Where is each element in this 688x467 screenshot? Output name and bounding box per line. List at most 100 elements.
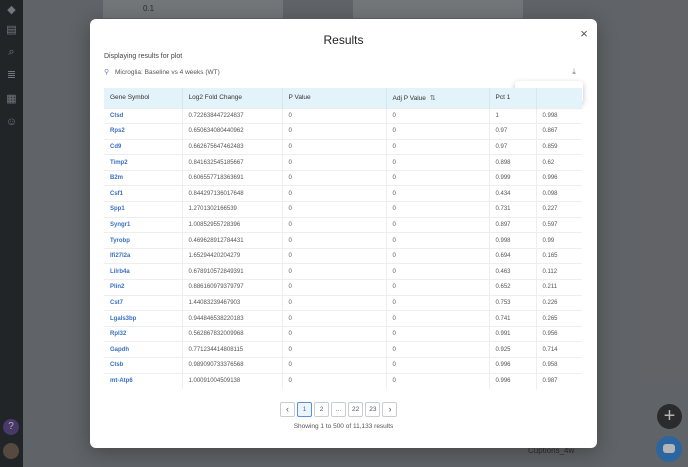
results-table-container[interactable]: Gene Symbol Log2 Fold Change P Value Adj… bbox=[104, 88, 582, 391]
gene-symbol-cell[interactable]: Rps2 bbox=[104, 123, 183, 140]
home-icon[interactable]: ◆ bbox=[7, 4, 16, 16]
pct2-cell: 0.165 bbox=[536, 247, 582, 264]
pct2-cell: 0.227 bbox=[536, 201, 582, 218]
table-row[interactable]: Spp1 1.2701302166539 0 0 0.731 0.227 bbox=[104, 201, 582, 218]
table-row[interactable]: Ctsb 0.989090733376568 0 0 0.996 0.958 bbox=[104, 357, 582, 374]
table-row[interactable]: Syngr1 1.00852955728396 0 0 0.897 0.597 bbox=[104, 216, 582, 233]
adj-p-value-cell: 0 bbox=[386, 123, 490, 140]
log2fc-cell: 0.722638447224837 bbox=[182, 107, 283, 124]
gene-symbol-cell[interactable]: B2m bbox=[104, 169, 183, 186]
table-row[interactable]: Rpl32 0.562867832009968 0 0 0.991 0.956 bbox=[104, 325, 582, 342]
log2fc-cell: 1.44083239467903 bbox=[182, 294, 283, 311]
gene-symbol-cell[interactable]: Cd9 bbox=[104, 138, 183, 155]
column-header-label: Adj P Value bbox=[392, 94, 426, 102]
table-row[interactable]: B2m 0.606557718363691 0 0 0.999 0.996 bbox=[104, 169, 582, 186]
pct2-cell: 0.62 bbox=[536, 154, 582, 171]
table-row[interactable]: Gapdh 0.771234414808115 0 0 0.925 0.714 bbox=[104, 341, 582, 358]
table-row[interactable]: Ctsd 0.722638447224837 0 0 1 0.998 bbox=[104, 107, 582, 124]
next-page-button[interactable]: › bbox=[382, 402, 398, 417]
adj-p-value-cell: 0 bbox=[386, 247, 490, 264]
chart-icon[interactable]: ▤ bbox=[6, 24, 17, 36]
p-value-cell: 0 bbox=[282, 216, 387, 233]
gene-symbol-cell[interactable]: Ctsb bbox=[104, 357, 183, 374]
table-row[interactable]: Cst7 1.44083239467903 0 0 0.753 0.226 bbox=[104, 294, 582, 311]
page-ellipsis: ... bbox=[331, 402, 346, 417]
p-value-cell: 0 bbox=[282, 123, 387, 140]
pct1-cell: 0.998 bbox=[489, 232, 537, 249]
search-icon[interactable]: ⌕ bbox=[8, 46, 15, 58]
table-row[interactable]: Rps2 0.650634080440962 0 0 0.97 0.867 bbox=[104, 123, 582, 140]
table-row[interactable]: Tyrobp 0.469628912784431 0 0 0.998 0.99 bbox=[104, 232, 582, 249]
app-sidebar: ◆ ▤ ⌕ ≣ ▦ ☺ ? bbox=[0, 0, 23, 467]
add-button[interactable]: + bbox=[657, 404, 682, 429]
column-header-p-value[interactable]: P Value bbox=[282, 88, 387, 108]
chat-icon[interactable] bbox=[656, 436, 682, 462]
gene-symbol-cell[interactable]: Gapdh bbox=[104, 341, 183, 358]
gene-symbol-cell[interactable]: Syngr1 bbox=[104, 216, 183, 233]
close-icon[interactable]: × bbox=[580, 26, 588, 41]
gene-symbol-cell[interactable]: Rpl32 bbox=[104, 325, 183, 342]
table-row[interactable]: Lgals3bp 0.944846538220183 0 0 0.741 0.265 bbox=[104, 310, 582, 327]
table-row[interactable]: Plin2 0.886160979379797 0 0 0.652 0.211 bbox=[104, 279, 582, 296]
modal-title: Results bbox=[323, 33, 364, 47]
log2fc-cell: 0.678910572849391 bbox=[182, 263, 283, 280]
grid-icon[interactable]: ▦ bbox=[6, 93, 17, 105]
log2fc-cell: 1.00091004509138 bbox=[182, 372, 283, 389]
page-button[interactable]: 23 bbox=[365, 402, 381, 417]
page-button[interactable]: 22 bbox=[348, 402, 364, 417]
prev-page-button[interactable]: ‹ bbox=[280, 402, 295, 417]
pct2-cell: 0.956 bbox=[536, 325, 582, 342]
gene-symbol-cell[interactable]: Spp1 bbox=[104, 201, 183, 218]
gene-symbol-cell[interactable]: Ctsd bbox=[104, 107, 183, 124]
gene-symbol-cell[interactable]: Tyrobp bbox=[104, 232, 183, 249]
pct2-cell: 0.226 bbox=[536, 294, 582, 311]
column-header-pct1[interactable]: Pct 1 bbox=[489, 88, 537, 108]
plot-icon: ⚲ bbox=[104, 68, 110, 76]
column-header-gene-symbol[interactable]: Gene Symbol bbox=[104, 88, 183, 108]
sort-icon[interactable]: ⇅ bbox=[429, 94, 436, 102]
p-value-cell: 0 bbox=[282, 138, 387, 155]
table-row[interactable]: Lilrb4a 0.678910572849391 0 0 0.463 0.112 bbox=[104, 263, 582, 280]
download-icon[interactable]: ⤓ bbox=[572, 67, 576, 76]
avatar[interactable] bbox=[3, 443, 19, 459]
p-value-cell: 0 bbox=[282, 325, 387, 342]
pct2-cell: 0.987 bbox=[536, 372, 582, 389]
page-button[interactable]: 2 bbox=[314, 402, 329, 417]
column-header-log2fc[interactable]: Log2 Fold Change bbox=[182, 88, 283, 108]
gene-symbol-cell[interactable]: Csf1 bbox=[104, 185, 183, 202]
gene-symbol-cell[interactable]: Lilrb4a bbox=[104, 263, 183, 280]
table-row[interactable]: mt-Atp6 1.00091004509138 0 0 0.996 0.987 bbox=[104, 372, 582, 389]
table-row[interactable]: Timp2 0.841632545185667 0 0 0.898 0.62 bbox=[104, 154, 582, 171]
users-icon[interactable]: ☺ bbox=[5, 116, 18, 128]
column-header-adj-p-value[interactable]: Adj P Value ⇅ bbox=[386, 88, 490, 108]
p-value-cell: 0 bbox=[282, 357, 387, 374]
gene-symbol-cell[interactable]: mt-Atp6 bbox=[104, 372, 183, 389]
adj-p-value-cell: 0 bbox=[386, 357, 490, 374]
adj-p-value-cell: 0 bbox=[386, 138, 490, 155]
log2fc-cell: 0.606557718363691 bbox=[182, 169, 283, 186]
table-row[interactable]: Ifi27l2a 1.65294420204279 0 0 0.694 0.165 bbox=[104, 247, 582, 264]
adj-p-value-cell: 0 bbox=[386, 294, 490, 311]
results-subtitle: Displaying results for plot bbox=[104, 53, 183, 60]
page-button[interactable]: 1 bbox=[297, 402, 312, 417]
gene-symbol-cell[interactable]: Timp2 bbox=[104, 154, 183, 171]
results-table: Gene Symbol Log2 Fold Change P Value Adj… bbox=[104, 88, 582, 389]
plot-reference: ⚲ Microglia: Baseline vs 4 weeks (WT) bbox=[104, 67, 220, 77]
help-icon[interactable]: ? bbox=[3, 419, 19, 435]
table-row[interactable]: Csf1 0.844297136017648 0 0 0.434 0.098 bbox=[104, 185, 582, 202]
gene-symbol-cell[interactable]: Ifi27l2a bbox=[104, 247, 183, 264]
column-header-pct2[interactable] bbox=[536, 88, 582, 108]
adj-p-value-cell: 0 bbox=[386, 341, 490, 358]
adj-p-value-cell: 0 bbox=[386, 216, 490, 233]
adj-p-value-cell: 0 bbox=[386, 325, 490, 342]
database-icon[interactable]: ≣ bbox=[6, 69, 17, 81]
adj-p-value-cell: 0 bbox=[386, 232, 490, 249]
gene-symbol-cell[interactable]: Lgals3bp bbox=[104, 310, 183, 327]
pct2-cell: 0.211 bbox=[536, 279, 582, 296]
table-row[interactable]: Cd9 0.662675647462483 0 0 0.97 0.859 bbox=[104, 138, 582, 155]
gene-symbol-cell[interactable]: Plin2 bbox=[104, 279, 183, 296]
pct2-cell: 0.867 bbox=[536, 123, 582, 140]
pct1-cell: 0.463 bbox=[489, 263, 537, 280]
gene-symbol-cell[interactable]: Cst7 bbox=[104, 294, 183, 311]
pct1-cell: 0.741 bbox=[489, 310, 537, 327]
